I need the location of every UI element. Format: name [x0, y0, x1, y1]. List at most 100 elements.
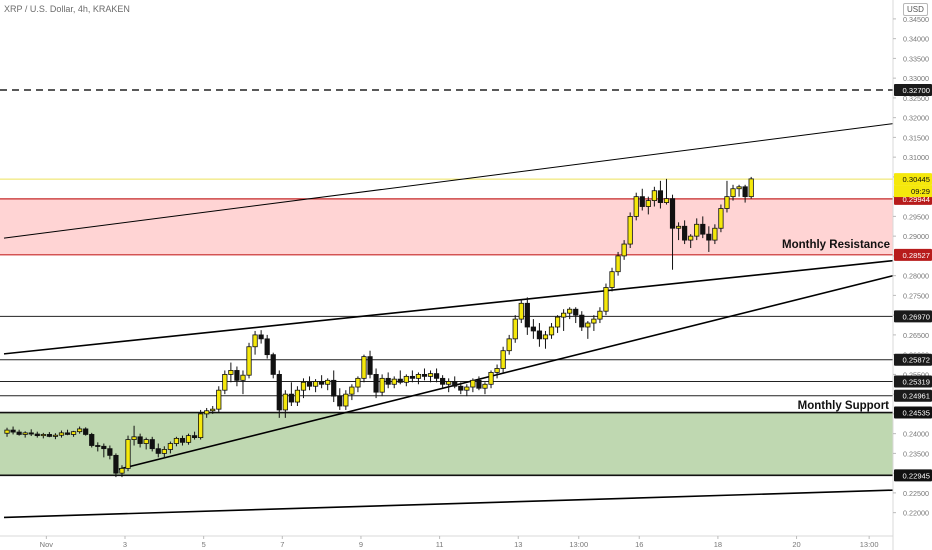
candle[interactable] [736, 184, 742, 197]
candle[interactable] [591, 315, 597, 331]
candle[interactable] [252, 330, 258, 355]
candle[interactable] [107, 445, 113, 460]
candle[interactable] [712, 224, 718, 245]
candle[interactable] [579, 311, 585, 331]
candle[interactable] [597, 307, 603, 324]
trendline-rising-resistance[interactable] [3, 259, 894, 355]
candle[interactable] [554, 315, 561, 333]
candle[interactable] [748, 176, 754, 199]
candle[interactable] [191, 431, 198, 440]
candle[interactable] [355, 376, 361, 393]
candle[interactable] [518, 299, 524, 324]
candle[interactable] [373, 368, 379, 399]
candle[interactable] [343, 390, 349, 410]
candle[interactable] [397, 370, 403, 385]
candle[interactable] [179, 435, 186, 446]
candle[interactable] [452, 376, 458, 389]
candle[interactable] [16, 429, 22, 436]
candle[interactable] [234, 366, 240, 387]
candle[interactable] [216, 386, 222, 412]
candle[interactable] [101, 443, 107, 458]
candle[interactable] [70, 430, 77, 437]
candle[interactable] [89, 432, 95, 448]
candle[interactable] [657, 180, 664, 209]
candle[interactable] [385, 372, 391, 389]
candle[interactable] [173, 436, 180, 447]
candle[interactable] [4, 427, 10, 437]
candle[interactable] [639, 188, 645, 211]
candle[interactable] [603, 283, 609, 316]
candle[interactable] [609, 267, 615, 292]
candle[interactable] [645, 196, 651, 215]
candle[interactable] [506, 334, 512, 355]
candle[interactable] [536, 323, 543, 347]
candle[interactable] [433, 368, 440, 383]
candle[interactable] [621, 240, 627, 260]
candle[interactable] [276, 370, 282, 418]
candle[interactable] [718, 204, 724, 233]
candle[interactable] [294, 386, 301, 406]
candle[interactable] [22, 431, 28, 438]
candle[interactable] [488, 370, 494, 389]
candle[interactable] [337, 388, 343, 410]
candle[interactable] [367, 350, 373, 379]
candle[interactable] [567, 307, 573, 320]
candle[interactable] [167, 441, 173, 454]
candle[interactable] [682, 220, 688, 245]
candle[interactable] [119, 465, 125, 478]
currency-button[interactable]: USD [903, 3, 928, 16]
candle[interactable] [688, 234, 694, 248]
candle[interactable] [77, 426, 83, 434]
candle[interactable] [669, 194, 676, 270]
candle[interactable] [730, 184, 736, 201]
candle[interactable] [675, 222, 682, 241]
candle[interactable] [288, 382, 294, 406]
candle[interactable] [694, 218, 700, 241]
time-axis[interactable]: Nov 3 5 7 9 11 13 13:00 16 18 20 13:00 [40, 536, 879, 549]
candle[interactable] [706, 226, 712, 252]
candle[interactable] [58, 430, 65, 438]
candle[interactable] [409, 370, 415, 383]
trendline-rising-support[interactable] [118, 274, 894, 470]
candle[interactable] [319, 375, 325, 389]
candle[interactable] [700, 216, 706, 239]
candle[interactable] [415, 372, 422, 385]
candle[interactable] [113, 453, 119, 478]
candle[interactable] [64, 429, 71, 436]
candle[interactable] [282, 390, 288, 418]
candle[interactable] [246, 342, 252, 379]
candle[interactable] [40, 432, 46, 439]
candle[interactable] [446, 378, 452, 393]
candle[interactable] [542, 330, 549, 349]
candle[interactable] [742, 184, 748, 203]
candle[interactable] [325, 378, 331, 391]
candle[interactable] [500, 346, 506, 373]
candle[interactable] [198, 409, 204, 440]
candle[interactable] [427, 370, 434, 383]
candle[interactable] [137, 433, 143, 448]
candle[interactable] [10, 426, 16, 435]
candle[interactable] [524, 297, 530, 335]
candle[interactable] [561, 309, 567, 331]
candle[interactable] [300, 378, 307, 399]
candle[interactable] [530, 319, 536, 339]
candle[interactable] [125, 435, 131, 472]
candle[interactable] [210, 406, 216, 414]
candle[interactable] [83, 427, 89, 436]
candle[interactable] [548, 323, 555, 339]
candle[interactable] [627, 212, 633, 248]
candle[interactable] [349, 384, 355, 401]
candle[interactable] [312, 379, 319, 393]
candle[interactable] [264, 334, 270, 359]
candle[interactable] [361, 354, 367, 383]
candle[interactable] [28, 429, 34, 437]
candle[interactable] [585, 321, 591, 339]
trendline-upper-channel[interactable] [3, 123, 894, 239]
candle[interactable] [379, 374, 385, 397]
candle[interactable] [204, 407, 210, 418]
candle[interactable] [131, 425, 137, 446]
candle[interactable] [440, 375, 446, 389]
candle[interactable] [306, 376, 313, 391]
candle[interactable] [724, 180, 730, 213]
candle[interactable] [421, 368, 428, 381]
